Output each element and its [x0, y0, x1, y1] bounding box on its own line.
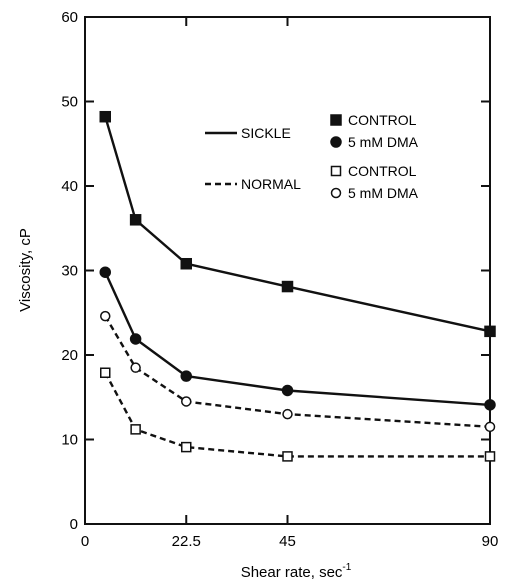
data-point-normal-5-mm-dma [484, 421, 496, 433]
series-line-normal-5-mm-dma [104, 315, 491, 428]
legend-entry-label: CONTROL [348, 163, 417, 179]
data-point-normal-control [484, 451, 496, 462]
y-tick-label: 20 [61, 347, 78, 364]
y-tick-label: 10 [61, 432, 78, 449]
x-axis-title: Shear rate, sec-1 [241, 562, 352, 581]
data-point-sickle-control [180, 257, 192, 270]
legend-group-label: SICKLE [241, 125, 291, 141]
x-tick-label: 45 [279, 533, 296, 550]
data-point-sickle-5-mm-dma [129, 333, 142, 345]
plot-border [84, 16, 491, 525]
axis-ticks: 0 10 20 30 40 50 60 0 22.5 45 90 [61, 9, 498, 550]
legend-group-label: NORMAL [241, 176, 301, 192]
legend-marker [330, 187, 342, 199]
series-line-sickle-control [104, 116, 491, 333]
data-point-normal-5-mm-dma [282, 408, 293, 420]
x-tick-label: 0 [81, 533, 89, 550]
legend-marker [330, 114, 342, 126]
x-axis-title-text: Shear rate, sec [241, 564, 343, 581]
data-point-normal-5-mm-dma [100, 310, 111, 322]
plot-area [84, 16, 491, 525]
data-markers [99, 110, 496, 462]
data-point-normal-5-mm-dma [181, 396, 192, 407]
y-tick-label: 60 [61, 9, 78, 26]
data-point-sickle-5-mm-dma [484, 399, 496, 411]
data-point-normal-control [181, 441, 192, 453]
legend-entry-label: CONTROL [348, 112, 417, 128]
data-point-normal-control [282, 451, 293, 462]
data-point-normal-control [130, 424, 141, 435]
data-point-sickle-control [99, 110, 111, 123]
data-point-normal-control [100, 367, 111, 378]
series-lines [104, 116, 491, 458]
data-point-sickle-5-mm-dma [281, 384, 294, 397]
x-tick-label: 90 [482, 533, 499, 550]
data-point-sickle-control [281, 280, 294, 293]
data-point-sickle-control [484, 325, 496, 338]
x-axis-title-superscript: -1 [342, 562, 351, 573]
x-tick-label: 22.5 [172, 533, 201, 550]
data-point-sickle-control [129, 214, 142, 226]
legend-marker [330, 165, 342, 177]
axis-titles: Shear rate, sec-1 Viscosity, cP [17, 228, 352, 581]
y-tick-label: 0 [70, 516, 78, 533]
data-point-normal-5-mm-dma [130, 362, 141, 373]
data-point-sickle-5-mm-dma [99, 266, 111, 278]
legend-marker [330, 136, 342, 148]
y-tick-label: 50 [61, 94, 78, 111]
series-line-normal-control [104, 372, 490, 458]
legend: SICKLE CONTROL 5 mM DMA NORMAL CONTROL 5 mM D… [205, 112, 419, 201]
legend-entry-label: 5 mM DMA [348, 185, 419, 201]
data-point-sickle-5-mm-dma [180, 370, 192, 382]
y-axis-title: Viscosity, cP [17, 228, 34, 312]
y-tick-label: 30 [61, 263, 78, 280]
y-tick-label: 40 [61, 178, 78, 195]
legend-entry-label: 5 mM DMA [348, 134, 419, 150]
